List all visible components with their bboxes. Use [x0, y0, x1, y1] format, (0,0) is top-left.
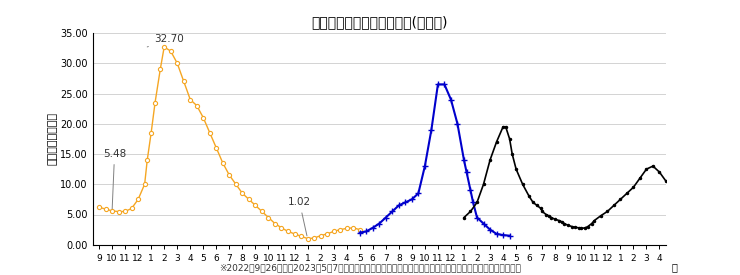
Text: 5.48: 5.48	[103, 149, 127, 209]
Text: 1.02: 1.02	[288, 197, 311, 236]
Text: 4.79: 4.79	[0, 274, 1, 275]
Title: 新型コロナウイルス感染症(埼玉県): 新型コロナウイルス感染症(埼玉県)	[311, 15, 448, 29]
Text: 月: 月	[672, 262, 678, 272]
Y-axis label: 定点当たり報告数: 定点当たり報告数	[47, 112, 57, 165]
Text: 32.70: 32.70	[147, 34, 184, 47]
Text: ※2022年9月26日から2023年5月7日までの全数報告のデータを元に定点当たり報告数を推計し算出しました。: ※2022年9月26日から2023年5月7日までの全数報告のデータを元に定点当た…	[219, 263, 521, 272]
